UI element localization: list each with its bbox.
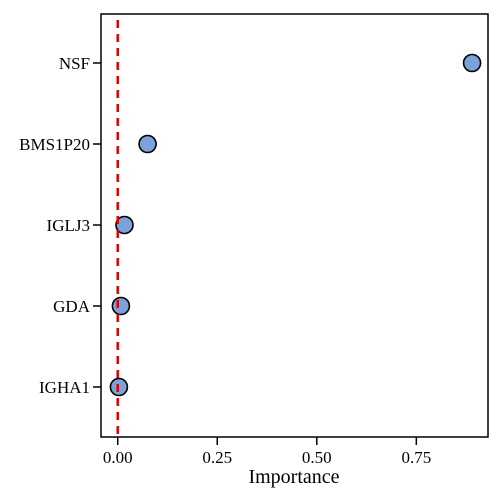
y-tick-label: GDA bbox=[53, 297, 91, 316]
data-point bbox=[462, 53, 482, 73]
y-axis: NSF BMS1P20 IGLJ3 GDA IGHA1 bbox=[19, 54, 101, 397]
y-tick-label: IGLJ3 bbox=[47, 216, 90, 235]
data-point bbox=[115, 215, 134, 235]
x-tick-label: 0.25 bbox=[202, 448, 232, 467]
plot-panel-border bbox=[100, 13, 489, 438]
y-tick-label: IGHA1 bbox=[39, 378, 90, 397]
data-point bbox=[138, 134, 157, 154]
y-tick-label: NSF bbox=[59, 54, 90, 73]
x-axis: 0.00 0.25 0.50 0.75 bbox=[103, 437, 431, 467]
x-tick-label: 0.00 bbox=[103, 448, 133, 467]
data-points bbox=[109, 53, 482, 397]
x-axis-title: Importance bbox=[248, 466, 339, 488]
y-tick-label: BMS1P20 bbox=[19, 135, 90, 154]
x-tick-label: 0.50 bbox=[302, 448, 332, 467]
data-point bbox=[111, 296, 131, 316]
x-tick-label: 0.75 bbox=[401, 448, 431, 467]
